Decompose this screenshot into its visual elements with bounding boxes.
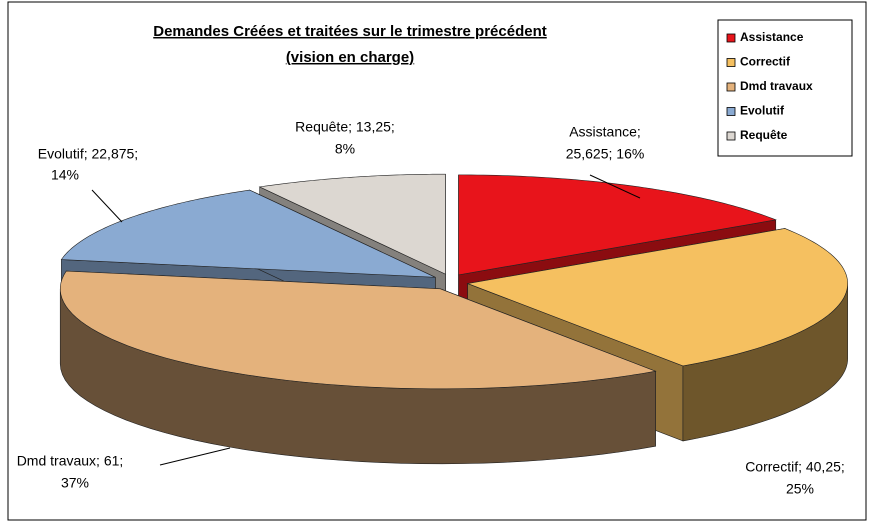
slice-top bbox=[59, 270, 657, 390]
data-label: 37% bbox=[61, 475, 89, 491]
legend-swatch bbox=[726, 58, 736, 67]
legend-swatch bbox=[726, 33, 736, 43]
legend-box bbox=[717, 19, 853, 157]
leader-line bbox=[589, 174, 641, 199]
pie-slice bbox=[59, 270, 657, 465]
data-label: Assistance; bbox=[569, 124, 641, 140]
data-label: Dmd travaux; 61; bbox=[17, 453, 124, 469]
legend-label: Dmd travaux bbox=[740, 79, 813, 93]
data-label: 8% bbox=[335, 141, 355, 157]
legend-swatch bbox=[726, 82, 736, 92]
legend-swatch bbox=[726, 107, 736, 116]
data-label: Requête; 13,25; bbox=[295, 119, 395, 135]
data-label: 25,625; 16% bbox=[566, 146, 645, 162]
data-label: Evolutif; 22,875; bbox=[38, 146, 138, 162]
leader-line bbox=[159, 447, 231, 466]
legend-label: Correctif bbox=[740, 55, 791, 69]
chart-title: Demandes Créées et traitées sur le trime… bbox=[153, 23, 547, 40]
slice-top bbox=[466, 228, 848, 367]
slice-top bbox=[60, 189, 436, 278]
legend-label: Evolutif bbox=[740, 104, 785, 118]
slice-top bbox=[458, 174, 777, 276]
data-label: 25% bbox=[786, 481, 814, 497]
slice-top bbox=[258, 173, 446, 275]
data-label: Correctif; 40,25; bbox=[745, 459, 845, 475]
leader-line bbox=[91, 189, 123, 223]
legend-label: Assistance bbox=[740, 30, 804, 44]
legend-swatch bbox=[726, 131, 736, 141]
chart-title: (vision en charge) bbox=[286, 49, 414, 66]
data-label: 14% bbox=[51, 167, 79, 183]
legend-label: Requête bbox=[740, 128, 788, 142]
